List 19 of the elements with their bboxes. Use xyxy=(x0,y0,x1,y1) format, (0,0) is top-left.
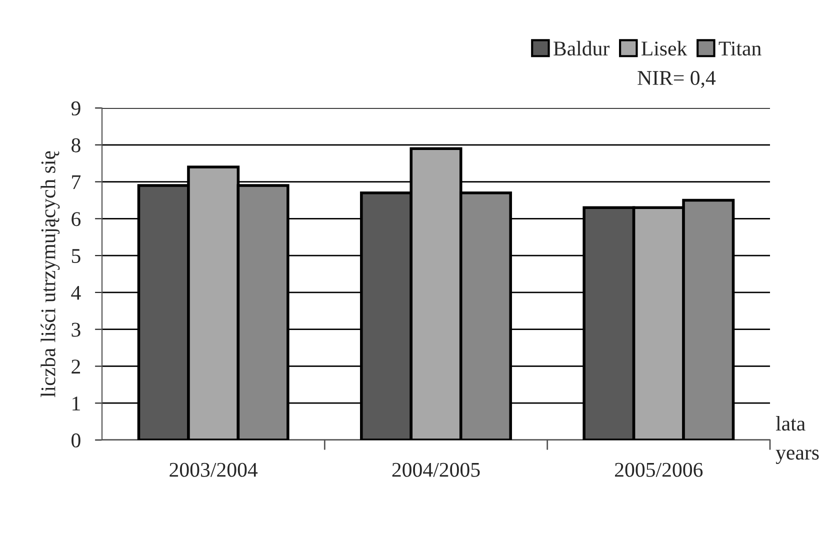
legend-label: Lisek xyxy=(641,40,688,56)
y-axis-title: liczba liści utrzymujących się xyxy=(40,151,60,398)
y-tick-label: 9 xyxy=(71,101,80,116)
y-tick-label: 7 xyxy=(72,175,81,190)
y-tick-label: 8 xyxy=(72,138,80,152)
y-tick-label: 4 xyxy=(71,286,81,300)
x-tick-label: 2003/2004 xyxy=(170,462,258,477)
y-tick-label: 3 xyxy=(72,322,80,337)
x-tick-label: 2005/2006 xyxy=(615,462,703,477)
y-tick-label: 6 xyxy=(72,212,81,226)
legend-label: Baldur xyxy=(554,40,610,56)
y-tick-label: 5 xyxy=(72,249,80,263)
y-tick-label: 2 xyxy=(72,360,80,374)
y-tick-label: 1 xyxy=(72,396,80,410)
text: NIR= 0,4 xyxy=(638,70,716,88)
legend-label: Titan xyxy=(718,42,762,56)
x-axis-title: lata years xyxy=(776,416,819,464)
x-tick-label: 2004/2005 xyxy=(392,462,480,477)
y-tick-label: 0 xyxy=(72,433,80,448)
